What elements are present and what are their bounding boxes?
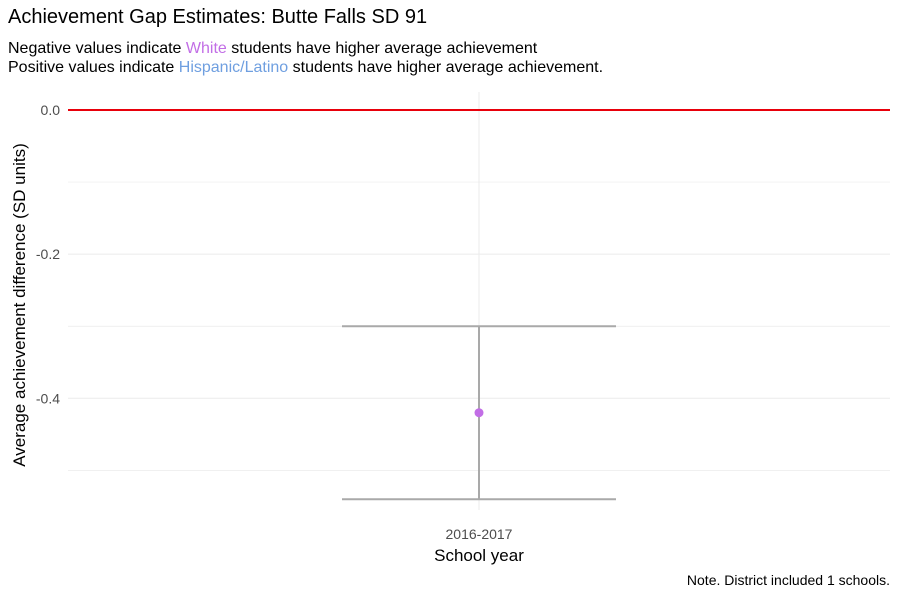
y-tick-label: -0.4 <box>36 390 60 406</box>
subtitle-2-prefix: Positive values indicate <box>8 59 179 76</box>
subtitle-line-2: Positive values indicate Hispanic/Latino… <box>8 59 603 77</box>
x-axis-title: School year <box>434 546 524 565</box>
estimate-point <box>474 408 484 418</box>
subtitle-2-suffix: students have higher average achievement… <box>288 59 604 76</box>
subtitle-1-highlight-white: White <box>185 40 227 57</box>
subtitle-line-1: Negative values indicate White students … <box>8 40 537 58</box>
subtitle-2-highlight-hispanic: Hispanic/Latino <box>178 59 289 76</box>
subtitle-1-prefix: Negative values indicate <box>8 40 186 57</box>
y-tick-label: 0.0 <box>41 102 61 118</box>
x-tick-label: 2016-2017 <box>446 526 513 542</box>
chart-title: Achievement Gap Estimates: Butte Falls S… <box>8 6 428 28</box>
subtitle-1-suffix: students have higher average achievement <box>226 40 538 57</box>
y-axis-title: Average achievement difference (SD units… <box>10 143 29 467</box>
y-tick-label: -0.2 <box>36 246 60 262</box>
footnote: Note. District included 1 schools. <box>686 572 890 588</box>
